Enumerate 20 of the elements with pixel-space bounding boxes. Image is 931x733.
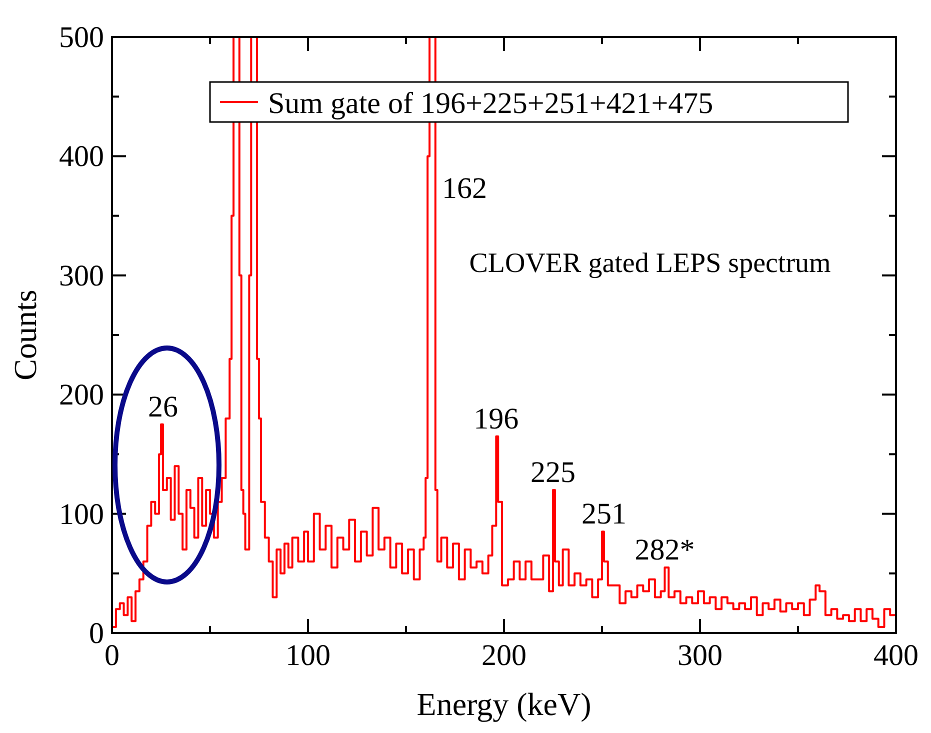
x-tick-label: 300 xyxy=(678,639,722,672)
annotation: 225 xyxy=(530,456,576,489)
annotation: 196 xyxy=(474,402,519,436)
annotation: 251 xyxy=(581,498,626,531)
annotation: 282* xyxy=(634,533,695,566)
y-tick-label: 200 xyxy=(59,378,104,412)
y-axis-title: Counts xyxy=(7,290,43,380)
y-tick-label: 300 xyxy=(59,259,104,292)
legend-label: Sum gate of 196+225+251+421+475 xyxy=(268,87,714,120)
y-tick-label: 400 xyxy=(59,140,104,174)
x-tick-label: 200 xyxy=(482,639,526,672)
y-tick-label: 500 xyxy=(59,21,104,54)
annotation: 162 xyxy=(442,172,487,205)
y-tick-label: 0 xyxy=(89,617,104,650)
annotation: CLOVER gated LEPS spectrum xyxy=(469,248,832,279)
x-axis-title: Energy (keV) xyxy=(416,686,592,722)
annotation: 26 xyxy=(148,390,178,424)
x-tick-label: 400 xyxy=(874,639,918,672)
x-tick-label: 100 xyxy=(286,639,330,672)
y-tick-label: 100 xyxy=(59,498,104,531)
